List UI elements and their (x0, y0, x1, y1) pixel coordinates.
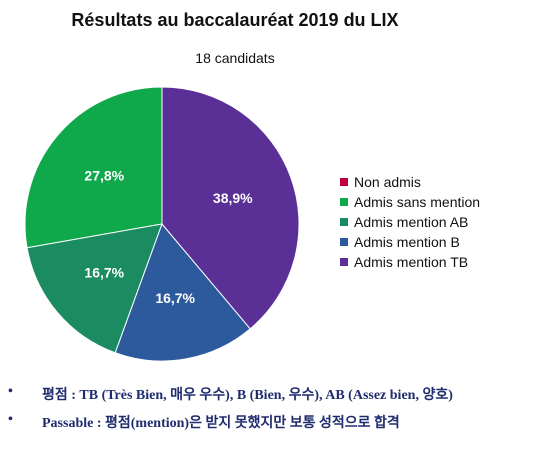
notes: • 평점 : TB (Très Bien, 매우 우수), B (Bien, 우… (8, 384, 536, 440)
legend-label: Admis mention AB (354, 214, 469, 230)
chart-title: Résultats au baccalauréat 2019 du LIX (71, 10, 399, 30)
pie-slice-admis-sans-mention (24, 86, 163, 249)
legend-item: Admis mention B (340, 232, 480, 252)
legend-swatch (340, 178, 348, 186)
note-grades: • 평점 : TB (Très Bien, 매우 우수), B (Bien, 우… (8, 384, 536, 412)
legend-item: Admis mention AB (340, 212, 480, 232)
legend-label: Admis mention TB (354, 254, 469, 270)
legend-swatch (340, 198, 348, 206)
pie-slice-admis-mention-tb (161, 86, 300, 330)
note-passable: • Passable : 평점(mention)은 받지 못했지만 보통 성적으… (8, 412, 536, 440)
legend-swatch (340, 218, 348, 226)
legend-swatch (340, 258, 348, 266)
legend-item: Non admis (340, 172, 480, 192)
slice-value-label: 16,7% (84, 264, 124, 280)
bullet-icon: • (8, 384, 13, 399)
note-grades-text: 평점 : TB (Très Bien, 매우 우수), B (Bien, 우수)… (42, 388, 453, 403)
slice-value-label: 38,9% (213, 190, 253, 206)
bullet-icon: • (8, 412, 13, 427)
legend-item: Admis mention TB (340, 252, 480, 272)
note-passable-text: Passable : 평점(mention)은 받지 못했지만 보통 성적으로 … (42, 416, 400, 431)
pie-slice-admis-mention-ab (26, 223, 163, 354)
slice-value-label: 16,7% (155, 290, 195, 306)
legend: Non admis Admis sans mention Admis mention… (340, 172, 480, 272)
legend-item: Admis sans mention (340, 192, 480, 212)
legend-label: Admis mention B (354, 234, 460, 250)
pie-slice-admis-mention-b (114, 223, 251, 362)
legend-label: Admis sans mention (354, 194, 481, 210)
legend-label: Non admis (354, 174, 421, 190)
legend-swatch (340, 238, 348, 246)
slice-value-label: 27,8% (84, 168, 124, 184)
chart-subtitle: 18 candidats (195, 50, 275, 66)
